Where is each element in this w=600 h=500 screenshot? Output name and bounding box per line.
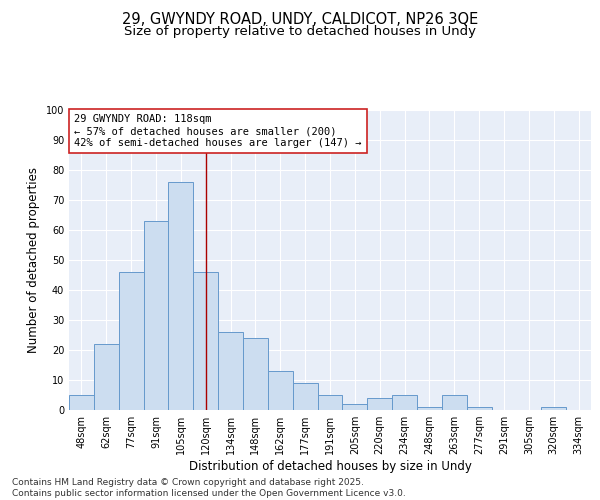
Bar xyxy=(541,407,566,410)
Text: 29, GWYNDY ROAD, UNDY, CALDICOT, NP26 3QE: 29, GWYNDY ROAD, UNDY, CALDICOT, NP26 3Q… xyxy=(122,12,478,28)
Bar xyxy=(467,407,491,410)
Text: Size of property relative to detached houses in Undy: Size of property relative to detached ho… xyxy=(124,25,476,38)
Bar xyxy=(243,338,268,410)
Bar xyxy=(392,395,417,410)
Bar xyxy=(268,371,293,410)
Bar xyxy=(169,182,193,410)
Bar xyxy=(143,221,169,410)
Bar xyxy=(193,272,218,410)
Bar xyxy=(218,332,243,410)
Bar xyxy=(119,272,143,410)
Bar xyxy=(317,395,343,410)
Bar xyxy=(442,395,467,410)
Y-axis label: Number of detached properties: Number of detached properties xyxy=(27,167,40,353)
Text: Contains HM Land Registry data © Crown copyright and database right 2025.
Contai: Contains HM Land Registry data © Crown c… xyxy=(12,478,406,498)
Bar xyxy=(417,407,442,410)
Bar xyxy=(293,383,317,410)
Bar xyxy=(94,344,119,410)
Bar xyxy=(367,398,392,410)
Bar xyxy=(343,404,367,410)
Text: 29 GWYNDY ROAD: 118sqm
← 57% of detached houses are smaller (200)
42% of semi-de: 29 GWYNDY ROAD: 118sqm ← 57% of detached… xyxy=(74,114,362,148)
Bar xyxy=(69,395,94,410)
X-axis label: Distribution of detached houses by size in Undy: Distribution of detached houses by size … xyxy=(188,460,472,473)
